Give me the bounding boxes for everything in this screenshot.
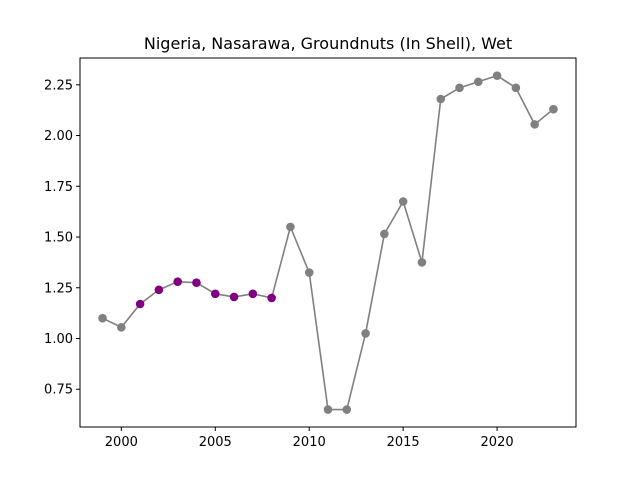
data-point (192, 278, 201, 287)
y-tick-label: 1.25 (44, 281, 73, 296)
data-point (511, 83, 521, 93)
data-point (342, 405, 352, 414)
x-tick-label: 2000 (105, 435, 138, 450)
y-tick-label: 0.75 (44, 383, 73, 398)
data-point (455, 83, 464, 93)
data-point (210, 289, 220, 299)
y-tick-label: 2.00 (44, 129, 73, 144)
data-point (398, 197, 408, 206)
data-point (417, 258, 427, 267)
data-point (492, 71, 502, 80)
data-point (98, 313, 107, 323)
data-point (267, 293, 276, 303)
plot-area (98, 71, 558, 414)
y-tick-label: 2.25 (44, 78, 73, 93)
x-tick-label: 2020 (481, 435, 514, 450)
data-point (229, 292, 239, 302)
data-point (173, 277, 182, 286)
data-point (380, 229, 389, 239)
data-point (549, 104, 558, 114)
data-point (135, 299, 145, 309)
data-point (323, 405, 333, 414)
axes: 2000 2005 2010 2015 2020 0.75 1.00 1.25 1.50 1.75… (44, 78, 514, 450)
data-point (361, 329, 370, 338)
data-point (286, 222, 295, 232)
chart-title: Nigeria, Nasarawa, Groundnuts (In Shell)… (144, 34, 512, 53)
data-point (474, 77, 483, 87)
y-tick-label: 1.00 (44, 332, 73, 347)
x-tick-label: 2015 (387, 435, 420, 450)
y-tick-label: 1.75 (44, 180, 73, 195)
data-point (248, 289, 258, 299)
x-tick-label: 2005 (199, 435, 232, 450)
series-line (102, 74, 554, 411)
plot-frame (79, 57, 577, 428)
data-point (154, 285, 164, 295)
x-tick-label: 2010 (293, 435, 326, 450)
data-point (530, 120, 539, 129)
y-tick-label: 1.50 (44, 231, 73, 246)
data-point (436, 94, 446, 104)
data-point (304, 268, 314, 277)
data-point (117, 323, 126, 332)
